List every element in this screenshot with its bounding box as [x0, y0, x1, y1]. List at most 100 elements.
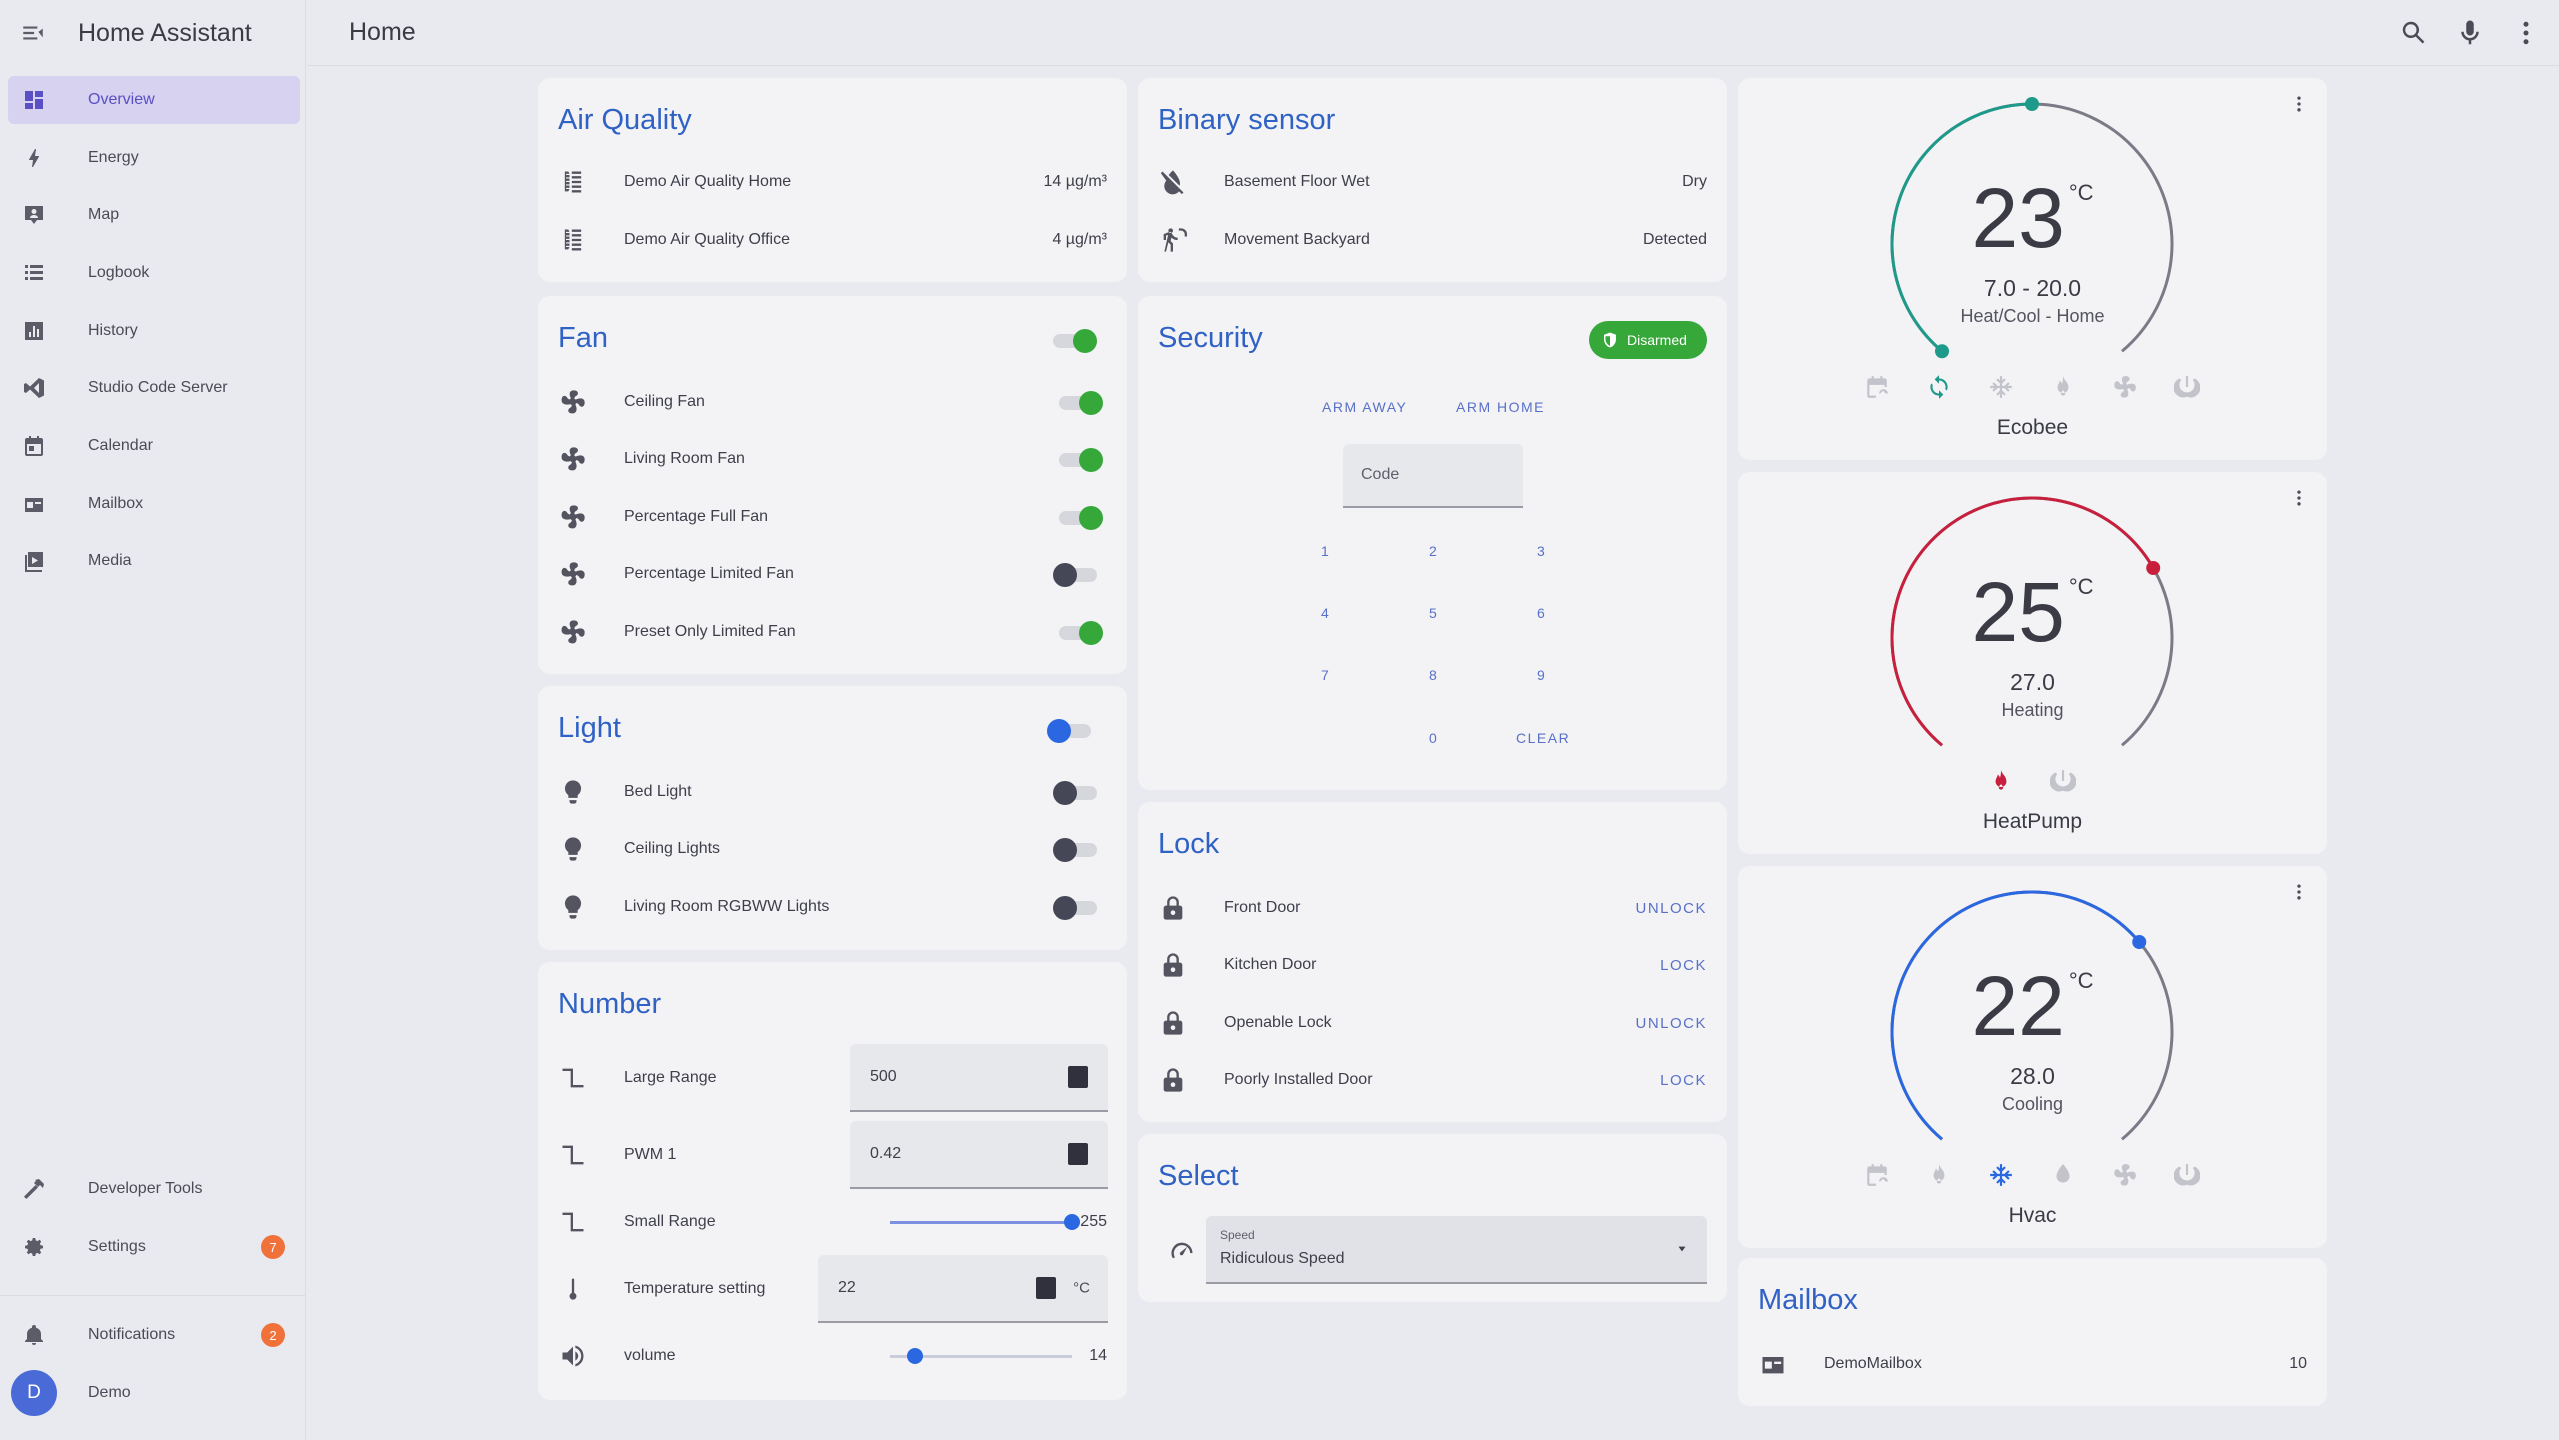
list-item[interactable]: Preset Only Limited Fan: [558, 612, 1107, 652]
fan-toggle[interactable]: [1055, 506, 1103, 530]
sidebar-item-studio-code-server[interactable]: Studio Code Server: [8, 364, 300, 412]
row-label: volume: [624, 1347, 676, 1364]
fire-icon[interactable]: [1988, 768, 2014, 794]
keypad-3[interactable]: 3: [1537, 543, 1547, 559]
lock-icon: [1163, 1011, 1183, 1035]
microphone-icon[interactable]: [2455, 18, 2485, 48]
keypad-0[interactable]: 0: [1429, 730, 1439, 746]
sidebar-item-settings[interactable]: Settings 7: [8, 1223, 300, 1271]
search-icon[interactable]: [2399, 18, 2429, 48]
list-item[interactable]: Demo Air Quality Office 4 µg/m³: [558, 220, 1107, 260]
list-item[interactable]: Percentage Full Fan: [558, 497, 1107, 537]
list-item[interactable]: Poorly Installed Door LOCK: [1158, 1060, 1707, 1100]
arm-away-button[interactable]: ARM AWAY: [1322, 399, 1408, 415]
calendar-sync-icon[interactable]: [1864, 1162, 1890, 1188]
list-item[interactable]: Bed Light: [558, 772, 1107, 812]
thermostat-dial[interactable]: [1738, 472, 2327, 854]
sidebar-item-history[interactable]: History: [8, 307, 300, 355]
lock-action-button[interactable]: LOCK: [1660, 956, 1707, 974]
list-item[interactable]: Ceiling Fan: [558, 382, 1107, 422]
slider-knob[interactable]: [1064, 1214, 1080, 1230]
settings-badge: 7: [261, 1235, 285, 1259]
code-input[interactable]: Code: [1343, 444, 1523, 508]
keypad-1[interactable]: 1: [1321, 543, 1331, 559]
more-vert-icon[interactable]: [2289, 486, 2309, 510]
temperature-readout: 25 °C: [1738, 564, 2327, 661]
more-vert-icon[interactable]: [2511, 18, 2541, 48]
volume-slider[interactable]: [890, 1348, 1072, 1364]
list-item[interactable]: Openable Lock UNLOCK: [1158, 1003, 1707, 1043]
thermostat-dial[interactable]: [1738, 866, 2327, 1248]
sidebar-item-calendar[interactable]: Calendar: [8, 422, 300, 470]
sidebar-item-media[interactable]: Media: [8, 537, 300, 585]
fan-toggle[interactable]: [1055, 621, 1103, 645]
pwm-input[interactable]: 0.42: [850, 1121, 1108, 1189]
list-item[interactable]: Front Door UNLOCK: [1158, 888, 1707, 928]
snowflake-icon[interactable]: [1988, 374, 2014, 400]
list-item[interactable]: Movement Backyard Detected: [1158, 220, 1707, 260]
keypad-8[interactable]: 8: [1429, 667, 1439, 683]
sidebar-item-mailbox[interactable]: Mailbox: [8, 480, 300, 528]
keypad-6[interactable]: 6: [1537, 605, 1547, 621]
sidebar-item-developer-tools[interactable]: Developer Tools: [8, 1165, 300, 1213]
lock-icon: [1163, 1068, 1183, 1092]
keypad-2[interactable]: 2: [1429, 543, 1439, 559]
power-icon[interactable]: [2173, 1162, 2201, 1188]
living-room-lights-toggle[interactable]: [1053, 896, 1101, 920]
more-vert-icon[interactable]: [2289, 880, 2309, 904]
fan-toggle[interactable]: [1055, 448, 1103, 472]
sidebar-item-notifications[interactable]: Notifications 2: [8, 1311, 300, 1359]
power-icon[interactable]: [2173, 374, 2201, 400]
fan-icon[interactable]: [2112, 1162, 2138, 1188]
calendar-sync-icon[interactable]: [1864, 374, 1890, 400]
sidebar-item-map[interactable]: Map: [8, 191, 300, 239]
slider-knob[interactable]: [907, 1348, 924, 1364]
thermostat-dial[interactable]: [1738, 78, 2327, 460]
sidebar-item-overview[interactable]: Overview: [8, 76, 300, 124]
lock-action-button[interactable]: UNLOCK: [1635, 899, 1707, 917]
lock-action-button[interactable]: UNLOCK: [1635, 1014, 1707, 1032]
keypad-5[interactable]: 5: [1429, 605, 1439, 621]
speed-select[interactable]: Speed Ridiculous Speed: [1206, 1216, 1707, 1284]
fan-master-toggle[interactable]: [1049, 329, 1097, 353]
fan-toggle[interactable]: [1053, 563, 1101, 587]
more-vert-icon[interactable]: [2289, 92, 2309, 116]
keypad-9[interactable]: 9: [1537, 667, 1547, 683]
fan-icon[interactable]: [2112, 374, 2138, 400]
water-icon[interactable]: [2050, 1162, 2076, 1188]
lock-action-button[interactable]: LOCK: [1660, 1071, 1707, 1089]
list-item[interactable]: Demo Air Quality Home 14 µg/m³: [558, 162, 1107, 202]
large-range-input[interactable]: 500: [850, 1044, 1108, 1112]
row-value: 255: [1080, 1213, 1107, 1230]
keypad-clear[interactable]: CLEAR: [1516, 730, 1571, 746]
sidebar-item-user[interactable]: D Demo: [8, 1369, 300, 1417]
fire-icon[interactable]: [2050, 374, 2076, 400]
autorenew-icon[interactable]: [1926, 374, 1952, 400]
ceiling-lights-toggle[interactable]: [1053, 838, 1101, 862]
list-item[interactable]: DemoMailbox 10: [1758, 1344, 2307, 1384]
temperature-input[interactable]: 22 °C: [818, 1255, 1108, 1323]
fire-icon[interactable]: [1926, 1162, 1952, 1188]
stepper-icon[interactable]: [1036, 1277, 1056, 1299]
small-range-slider[interactable]: [890, 1214, 1080, 1230]
list-item[interactable]: Kitchen Door LOCK: [1158, 945, 1707, 985]
snowflake-icon[interactable]: [1988, 1162, 2014, 1188]
temperature-unit: °C: [2068, 180, 2094, 205]
list-item[interactable]: Percentage Limited Fan: [558, 554, 1107, 594]
keypad-7[interactable]: 7: [1321, 667, 1331, 683]
list-item[interactable]: Living Room RGBWW Lights: [558, 887, 1107, 927]
list-item[interactable]: Living Room Fan: [558, 439, 1107, 479]
fan-toggle[interactable]: [1055, 391, 1103, 415]
stepper-icon[interactable]: [1068, 1066, 1088, 1088]
arm-home-button[interactable]: ARM HOME: [1456, 399, 1545, 415]
power-icon[interactable]: [2049, 768, 2077, 794]
light-master-toggle[interactable]: [1047, 719, 1095, 743]
list-item[interactable]: Basement Floor Wet Dry: [1158, 162, 1707, 202]
sidebar-item-logbook[interactable]: Logbook: [8, 249, 300, 297]
menu-collapse-icon[interactable]: [20, 20, 46, 46]
keypad-4[interactable]: 4: [1321, 605, 1331, 621]
sidebar-item-energy[interactable]: Energy: [8, 134, 300, 182]
bed-light-toggle[interactable]: [1053, 781, 1101, 805]
list-item[interactable]: Ceiling Lights: [558, 829, 1107, 869]
stepper-icon[interactable]: [1068, 1143, 1088, 1165]
